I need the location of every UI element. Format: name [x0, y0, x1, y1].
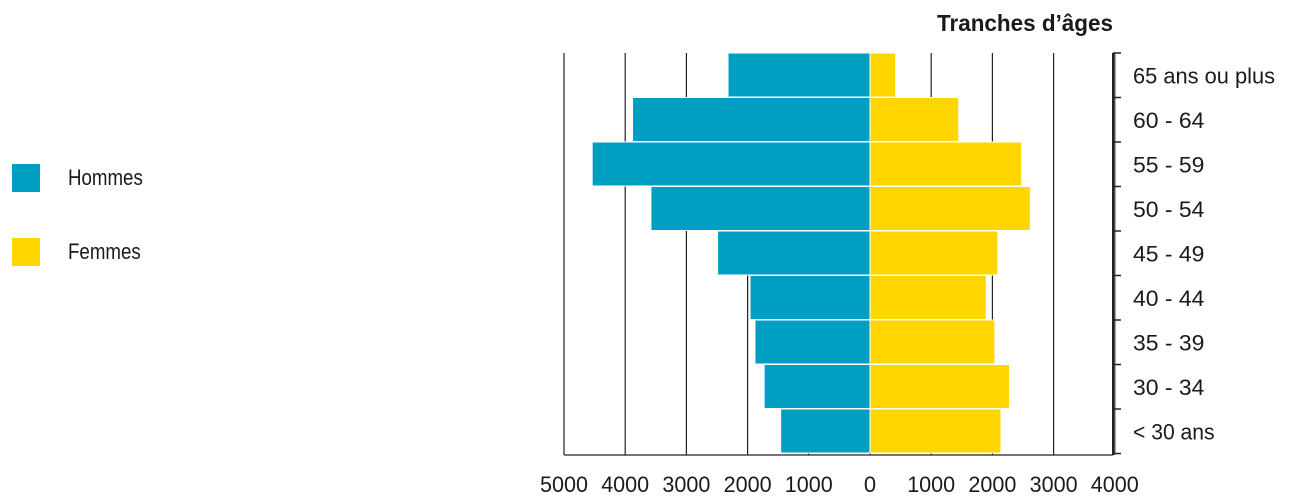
category-label: 35 - 39	[1133, 330, 1204, 355]
legend-label-hommes: Hommes	[68, 165, 143, 190]
x-tick-label: 2000	[724, 472, 772, 497]
bar-femmes	[869, 230, 999, 276]
category-label: 30 - 34	[1133, 375, 1204, 400]
x-tick-label: 4000	[1091, 472, 1139, 497]
bar-hommes	[754, 319, 871, 365]
bar-hommes	[591, 141, 871, 187]
bar-femmes	[869, 186, 1031, 231]
bar-hommes	[650, 186, 871, 231]
x-tick-label: 1000	[785, 472, 833, 497]
bar-femmes	[869, 52, 897, 98]
category-label: 60 - 64	[1133, 108, 1204, 133]
bars	[591, 52, 1031, 454]
x-tick-label: 2000	[968, 472, 1016, 497]
bar-femmes	[869, 97, 960, 142]
bar-hommes	[749, 275, 871, 320]
legend-label-femmes: Femmes	[68, 239, 141, 264]
legend-swatch-femmes	[12, 238, 40, 266]
x-tick-label: 5000	[540, 472, 588, 497]
category-label: 65 ans ou plus	[1133, 63, 1275, 88]
legend-swatch-hommes	[12, 164, 40, 192]
category-label: 45 - 49	[1133, 241, 1204, 266]
category-label: 50 - 54	[1133, 197, 1204, 222]
category-label: 55 - 59	[1133, 152, 1204, 177]
category-label: 40 - 44	[1133, 286, 1204, 311]
bar-hommes	[717, 230, 871, 276]
x-tick-label: 3000	[662, 472, 710, 497]
axes	[564, 52, 1121, 456]
bar-femmes	[869, 364, 1011, 409]
x-tick-label: 3000	[1030, 472, 1078, 497]
bar-hommes	[632, 97, 871, 142]
bar-hommes	[763, 364, 871, 409]
bar-hommes	[780, 408, 871, 454]
bar-femmes	[869, 319, 996, 365]
x-tick-label: 1000	[907, 472, 955, 497]
x-tick-label: 4000	[601, 472, 649, 497]
bar-femmes	[869, 408, 1002, 454]
category-label: < 30 ans	[1133, 419, 1215, 444]
y-axis-title: Tranches d’âges	[937, 10, 1113, 36]
bar-hommes	[727, 52, 871, 98]
bar-femmes	[869, 141, 1023, 187]
bar-femmes	[869, 275, 987, 320]
labels: 65 ans ou plus 60 - 64 55 - 59 50 - 54 45 - …	[540, 63, 1275, 497]
x-tick-label: 0	[864, 472, 876, 497]
